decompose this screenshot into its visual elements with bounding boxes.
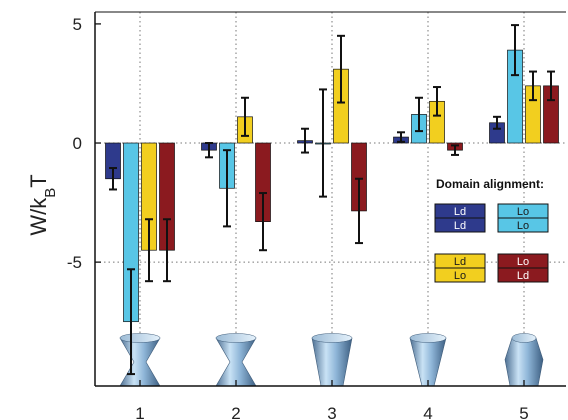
legend: Domain alignment: Ld Ld Lo Lo Ld Lo Lo Ld: [434, 177, 549, 283]
legend-top-label: Lo: [517, 256, 529, 268]
legend-bottom-label: Ld: [517, 270, 529, 282]
legend-top-label: Ld: [454, 256, 466, 268]
x-tick-label: 1: [135, 404, 144, 420]
cell-shape-top: [511, 333, 537, 343]
legend-bottom-label: Ld: [454, 220, 466, 232]
x-tick-label: 4: [423, 404, 432, 420]
x-tick-label: 2: [231, 404, 240, 420]
legend-bottom-label: Lo: [454, 270, 466, 282]
x-tick-label: 3: [327, 404, 336, 420]
legend-item: Lo Lo: [497, 203, 549, 233]
cell-shape: [311, 337, 353, 387]
cell-shapes: [119, 333, 544, 387]
cell-shape-top: [119, 333, 161, 343]
cell-shape: [409, 337, 447, 387]
y-tick-label: 5: [73, 15, 82, 34]
axes: 5 0 -5 1 2 3 4 5: [67, 11, 566, 420]
legend-top-label: Lo: [517, 206, 529, 218]
cell-shape: [215, 337, 257, 387]
y-axis-label: W/kBT: [26, 174, 59, 235]
y-tick-label: -5: [67, 253, 82, 272]
legend-top-label: Ld: [454, 206, 466, 218]
y-tick-label: 0: [73, 134, 82, 153]
legend-item: Lo Ld: [497, 253, 549, 283]
legend-bottom-label: Lo: [517, 220, 529, 232]
legend-item: Ld Ld: [434, 203, 486, 233]
cell-shape-top: [311, 333, 353, 343]
cell-shape-top: [409, 333, 447, 343]
legend-item: Ld Lo: [434, 253, 486, 283]
cell-shape: [504, 337, 544, 387]
legend-title: Domain alignment:: [436, 177, 544, 191]
bars: [105, 24, 559, 376]
cell-shape-top: [215, 333, 257, 343]
x-tick-label: 5: [519, 404, 528, 420]
cell-shape: [119, 337, 161, 387]
